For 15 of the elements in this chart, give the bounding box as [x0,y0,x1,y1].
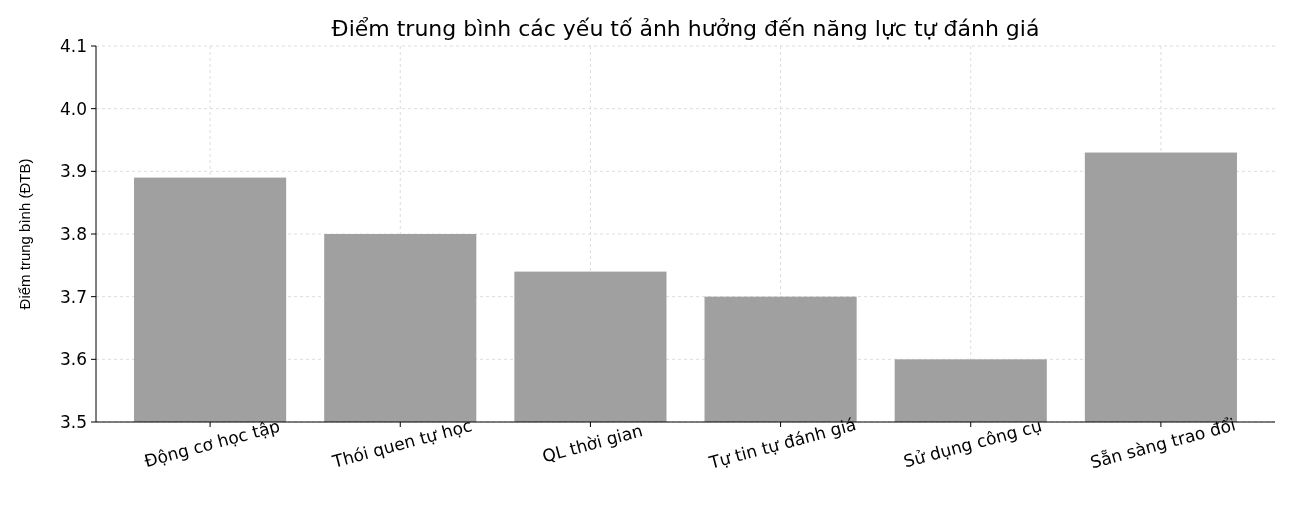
y-tick-label: 3.7 [59,286,87,307]
x-tick-label: QL thời gian [540,420,645,467]
x-tick-label: Thói quen tự học [329,415,475,472]
x-tick-label: Sử dụng công cụ [901,415,1045,472]
y-tick-label: 3.6 [59,349,87,370]
x-tick-label: Tự tin tự đánh giá [706,414,859,473]
y-tick-label: 3.9 [59,161,87,182]
y-tick-label: 3.8 [59,223,87,244]
y-tick-label: 4.0 [59,98,87,119]
x-tick-label: Sẵn sàng trao đổi [1088,414,1238,473]
y-tick-label: 3.5 [59,411,87,432]
y-axis-title: Điểm trung bình (ĐTB) [16,158,33,310]
chart-title: Điểm trung bình các yếu tố ảnh hưởng đến năng lực tự đánh giá [331,16,1040,41]
x-tick-label: Động cơ học tập [142,415,283,472]
y-tick-label: 4.1 [59,35,87,56]
